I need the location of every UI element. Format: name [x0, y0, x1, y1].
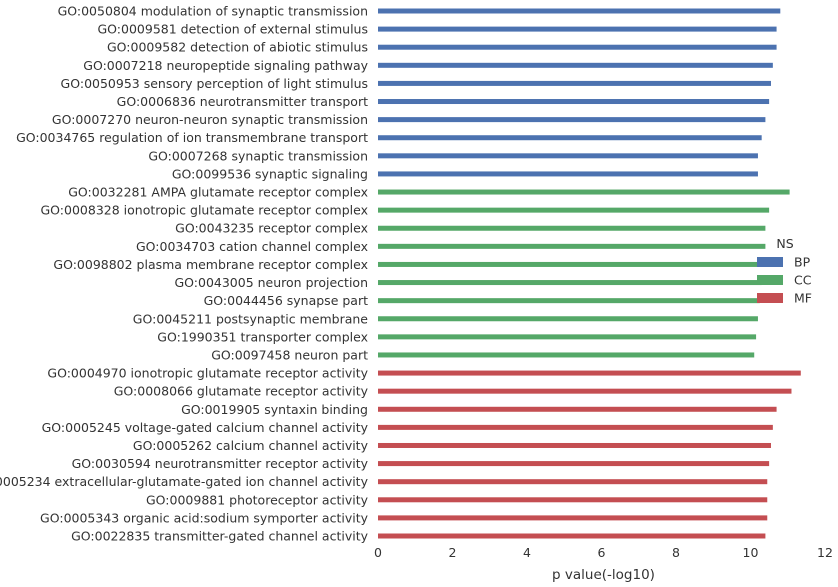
legend-swatch-bp: [757, 257, 783, 267]
x-tick-label: 12: [817, 545, 833, 560]
x-tick-label: 6: [598, 545, 606, 560]
x-tick-label: 8: [672, 545, 680, 560]
bar-bp: [378, 135, 762, 141]
bar-cc: [378, 207, 770, 213]
category-label: GO:0045211 postsynaptic membrane: [133, 311, 369, 326]
bar-cc: [378, 352, 755, 358]
bar-mf: [378, 479, 768, 485]
bar-bp: [378, 44, 777, 50]
category-label: GO:0099536 synaptic signaling: [172, 166, 368, 181]
bar-bp: [378, 153, 758, 159]
category-label: GO:0005343 organic acid:sodium symporter…: [40, 510, 369, 525]
bar-mf: [378, 497, 768, 503]
category-labels: GO:0050804 modulation of synaptic transm…: [0, 4, 369, 544]
legend-label-bp: BP: [794, 255, 811, 270]
bar-mf: [378, 424, 773, 430]
category-label: GO:0034765 regulation of ion transmembra…: [16, 130, 368, 145]
legend-label-cc: CC: [794, 273, 812, 288]
category-label: GO:0050953 sensory perception of light s…: [61, 76, 368, 91]
category-label: GO:0022835 transmitter-gated channel act…: [71, 529, 368, 544]
category-label: GO:0098802 plasma membrane receptor comp…: [53, 257, 368, 272]
bar-cc: [378, 225, 766, 231]
bar-mf: [378, 533, 766, 539]
x-tick-label: 4: [523, 545, 531, 560]
legend-swatch-cc: [757, 275, 783, 285]
bar-bp: [378, 8, 781, 14]
category-label: GO:0009581 detection of external stimulu…: [98, 22, 369, 37]
category-label: GO:0006836 neurotransmitter transport: [117, 94, 368, 109]
x-tick-label: 2: [449, 545, 457, 560]
bar-mf: [378, 370, 801, 376]
bars: [378, 8, 801, 539]
legend-swatch-mf: [757, 293, 783, 303]
category-label: GO:0034703 cation channel complex: [136, 239, 368, 254]
bar-cc: [378, 280, 762, 286]
bar-bp: [378, 26, 777, 32]
category-label: GO:0008066 glutamate receptor activity: [114, 384, 369, 399]
category-label: GO:0043005 neuron projection: [174, 275, 368, 290]
category-label: GO:0009881 photoreceptor activity: [146, 492, 369, 507]
bar-cc: [378, 298, 760, 304]
x-axis-title: p value(-log10): [552, 567, 655, 583]
bar-cc: [378, 261, 764, 267]
category-label: GO:0005234 extracellular-glutamate-gated…: [0, 474, 369, 489]
bar-bp: [378, 62, 773, 68]
bar-bp: [378, 80, 771, 86]
category-label: GO:0030594 neurotransmitter receptor act…: [72, 456, 369, 471]
legend-label-mf: MF: [794, 291, 812, 306]
category-label: GO:0005262 calcium channel activity: [133, 438, 369, 453]
category-label: GO:0009582 detection of abiotic stimulus: [107, 40, 368, 55]
category-label: GO:1990351 transporter complex: [157, 329, 368, 344]
category-label: GO:0097458 neuron part: [211, 347, 368, 362]
bar-mf: [378, 442, 771, 448]
bar-mf: [378, 461, 770, 467]
bar-cc: [378, 243, 766, 249]
category-label: GO:0043235 receptor complex: [175, 221, 368, 236]
bar-cc: [378, 316, 758, 322]
legend-title: NS: [776, 236, 793, 251]
bar-bp: [378, 99, 770, 105]
x-axis-ticks: 0 2 4 6 8 10 12: [374, 545, 833, 560]
category-label: GO:0008328 ionotropic glutamate receptor…: [41, 203, 369, 218]
category-label: GO:0005245 voltage-gated calcium channel…: [42, 420, 369, 435]
bar-mf: [378, 515, 768, 521]
bar-cc: [378, 189, 790, 195]
bar-bp: [378, 171, 758, 177]
category-label: GO:0044456 synapse part: [204, 293, 368, 308]
category-label: GO:0050804 modulation of synaptic transm…: [58, 4, 368, 19]
category-label: GO:0032281 AMPA glutamate receptor compl…: [68, 185, 368, 200]
x-tick-label: 10: [743, 545, 759, 560]
category-label: GO:0007268 synaptic transmission: [148, 148, 368, 163]
bar-cc: [378, 334, 757, 340]
bar-mf: [378, 406, 777, 412]
category-label: GO:0007218 neuropeptide signaling pathwa…: [83, 58, 368, 73]
category-label: GO:0004970 ionotropic glutamate receptor…: [47, 366, 368, 381]
x-tick-label: 0: [374, 545, 382, 560]
category-label: GO:0007270 neuron-neuron synaptic transm…: [52, 112, 368, 127]
bar-bp: [378, 117, 766, 123]
category-label: GO:0019905 syntaxin binding: [181, 402, 368, 417]
bar-mf: [378, 388, 792, 394]
